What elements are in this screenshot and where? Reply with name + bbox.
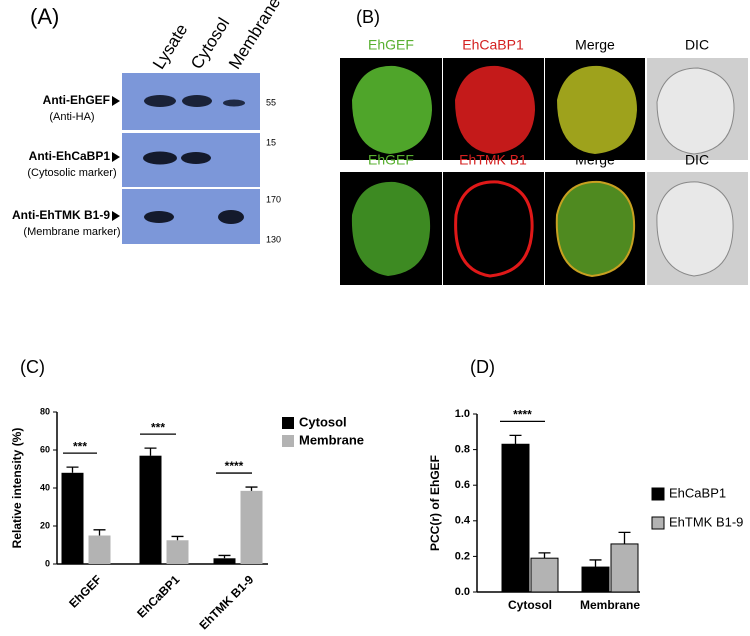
size-marker: 130 bbox=[266, 234, 281, 244]
cell bbox=[555, 180, 636, 278]
cell bbox=[352, 65, 432, 154]
significance-label: **** bbox=[225, 459, 244, 473]
antibody-note: (Cytosolic marker) bbox=[27, 167, 116, 179]
band bbox=[218, 210, 244, 224]
significance-label: *** bbox=[151, 420, 165, 434]
error-bar bbox=[66, 466, 79, 473]
bar bbox=[213, 558, 236, 564]
band bbox=[223, 99, 245, 107]
bar bbox=[530, 557, 559, 593]
cell bbox=[656, 181, 734, 277]
error-bar bbox=[93, 529, 106, 536]
y-tick-label: 1.0 bbox=[455, 408, 470, 420]
y-tick-label: 20 bbox=[40, 520, 50, 530]
arrow bbox=[112, 96, 120, 221]
channel-label: EhGEF bbox=[368, 152, 414, 168]
y-tick-label: 0 bbox=[45, 558, 50, 568]
channel-label: Merge bbox=[575, 152, 615, 168]
significance-label: **** bbox=[513, 408, 532, 422]
error-bar bbox=[144, 447, 157, 456]
x-tick-label: EhGEF bbox=[66, 572, 104, 610]
y-tick-label: 0.2 bbox=[455, 550, 470, 562]
error-bar bbox=[538, 552, 551, 559]
size-marker: 55 bbox=[266, 97, 276, 107]
band bbox=[144, 95, 176, 107]
y-tick-label: 0.8 bbox=[455, 444, 470, 456]
y-tick-label: 60 bbox=[40, 444, 50, 454]
western-blot bbox=[112, 73, 260, 244]
y-tick-label: 80 bbox=[40, 406, 50, 416]
channel-label: DIC bbox=[685, 152, 709, 168]
error-bar bbox=[589, 559, 602, 568]
x-tick-label: Cytosol bbox=[508, 598, 552, 612]
bar bbox=[610, 543, 639, 593]
y-axis-label: PCC(r) of EhGEF bbox=[428, 455, 442, 551]
band bbox=[182, 95, 212, 107]
band bbox=[144, 211, 174, 223]
panel-label: (A) bbox=[30, 4, 59, 29]
channel-label: EhTMK B1 bbox=[459, 152, 527, 168]
legend-label: Cytosol bbox=[299, 414, 347, 429]
bar bbox=[240, 490, 263, 564]
y-tick-label: 0.4 bbox=[455, 515, 471, 527]
channel-label: EhGEF bbox=[368, 37, 414, 53]
size-marker: 170 bbox=[266, 194, 281, 204]
antibody-label: Anti-EhGEF bbox=[43, 93, 110, 107]
channel-label: Merge bbox=[575, 37, 615, 53]
y-tick-label: 0.0 bbox=[455, 586, 470, 598]
y-tick-label: 0.6 bbox=[455, 479, 470, 491]
error-bar bbox=[618, 531, 631, 544]
micrographs bbox=[340, 58, 748, 285]
error-bar bbox=[509, 434, 522, 445]
legend-swatch bbox=[651, 487, 665, 501]
error-bar bbox=[245, 486, 258, 491]
bar bbox=[139, 455, 162, 564]
cell bbox=[656, 67, 735, 155]
legend-label: Membrane bbox=[299, 432, 364, 447]
legend-label: EhCaBP1 bbox=[669, 485, 726, 500]
size-marker: 15 bbox=[266, 137, 276, 147]
antibody-note: (Membrane marker) bbox=[23, 226, 120, 238]
x-tick-label: Membrane bbox=[580, 598, 640, 612]
y-tick-label: 40 bbox=[40, 482, 50, 492]
y-axis-label: Relative intensity (%) bbox=[10, 428, 24, 549]
band bbox=[143, 151, 177, 165]
bar bbox=[61, 472, 84, 564]
legend-swatch bbox=[282, 435, 294, 447]
lane-label: Membrane bbox=[225, 0, 284, 72]
antibody-label: Anti-EhCaBP1 bbox=[29, 149, 111, 163]
channel-label: EhCaBP1 bbox=[462, 37, 524, 53]
antibody-label: Anti-EhTMK B1-9 bbox=[12, 208, 110, 222]
antibody-note: (Anti-HA) bbox=[49, 111, 94, 123]
bar bbox=[88, 535, 111, 564]
cell bbox=[454, 180, 534, 278]
panel-label: (C) bbox=[20, 357, 45, 377]
bar bbox=[501, 443, 530, 593]
significance-label: *** bbox=[73, 439, 87, 453]
panel-label: (B) bbox=[356, 7, 380, 27]
error-bar bbox=[171, 535, 184, 541]
legend-label: EhTMK B1-9 bbox=[669, 514, 743, 529]
channel-label: DIC bbox=[685, 37, 709, 53]
panel-label: (D) bbox=[470, 357, 495, 377]
cell bbox=[455, 65, 535, 154]
band bbox=[181, 152, 211, 164]
cell bbox=[557, 65, 637, 154]
x-tick-label: EhTMK B1-9 bbox=[196, 572, 256, 632]
x-tick-label: EhCaBP1 bbox=[134, 572, 182, 620]
error-bar bbox=[218, 554, 231, 559]
legend-swatch bbox=[651, 516, 665, 530]
bar bbox=[166, 540, 189, 564]
cell bbox=[351, 181, 431, 276]
bar bbox=[581, 566, 610, 593]
image bbox=[443, 172, 544, 285]
lane-label: Lysate bbox=[149, 20, 191, 72]
legend-swatch bbox=[282, 417, 294, 429]
